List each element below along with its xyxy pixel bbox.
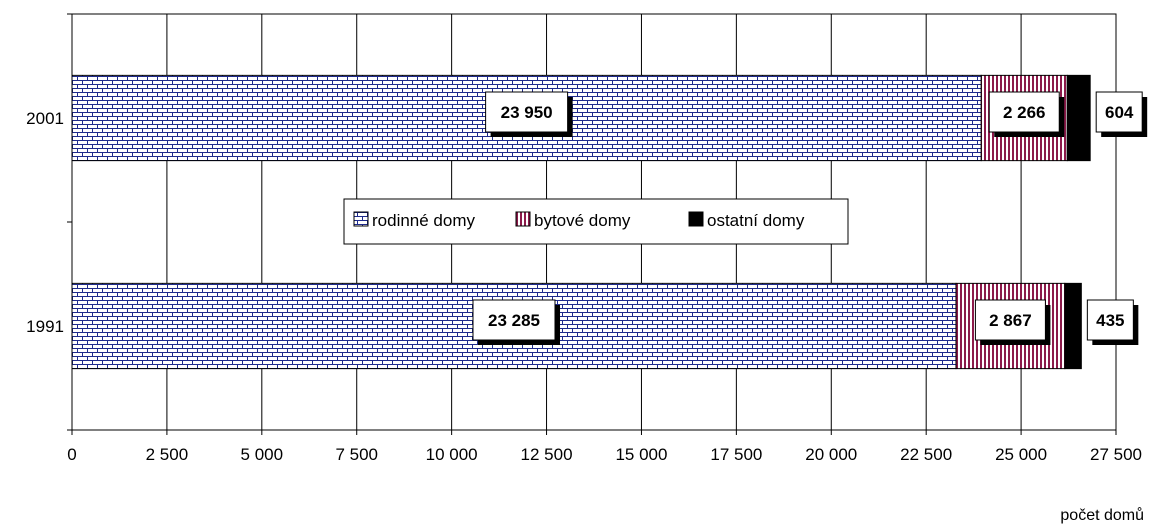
bar-segment <box>1066 74 1091 162</box>
x-tick-label: 15 000 <box>615 445 667 464</box>
data-label-box <box>485 91 569 133</box>
x-tick-label: 0 <box>67 445 76 464</box>
x-tick-label: 22 500 <box>900 445 952 464</box>
legend-swatch-ostatni <box>688 211 704 227</box>
legend-swatch-rodinne <box>353 211 369 227</box>
x-tick-label: 10 000 <box>426 445 478 464</box>
bars <box>71 74 1091 370</box>
data-label-box <box>1095 91 1143 133</box>
data-label: 23 950 <box>501 103 553 122</box>
x-axis-label: počet domů <box>1060 506 1144 524</box>
category-label: 2001 <box>26 109 64 128</box>
x-tick-label: 25 000 <box>995 445 1047 464</box>
data-label-box <box>1086 299 1134 341</box>
data-label: 2 266 <box>1003 103 1046 122</box>
data-label: 604 <box>1105 103 1134 122</box>
legend-swatch-bytove <box>515 211 531 227</box>
x-tick-label: 12 500 <box>521 445 573 464</box>
x-tick-label: 7 500 <box>335 445 378 464</box>
legend-label-bytove: bytové domy <box>534 211 631 230</box>
x-tick-label: 27 500 <box>1090 445 1142 464</box>
data-label-box <box>988 91 1060 133</box>
data-labels: 23 950 2 266 604 23 285 2 867 435 <box>472 91 1148 345</box>
legend-box <box>343 198 849 245</box>
legend: rodinné domy bytové domy ostatní domy <box>343 198 849 245</box>
bar-segment <box>1064 282 1082 370</box>
data-label-box <box>974 299 1046 341</box>
x-tick-label: 20 000 <box>805 445 857 464</box>
data-label: 435 <box>1096 311 1124 330</box>
x-tick-label: 5 000 <box>241 445 284 464</box>
data-label: 2 867 <box>989 311 1032 330</box>
x-tick-label: 2 500 <box>146 445 189 464</box>
x-tick-labels: 0 2 500 5 000 7 500 10 000 12 500 15 000 17 500… <box>67 445 1142 464</box>
data-label: 23 285 <box>488 311 540 330</box>
legend-label-ostatni: ostatní domy <box>707 211 805 230</box>
category-labels: 2001 1991 <box>26 109 64 336</box>
data-label-box <box>472 299 556 341</box>
axes <box>67 13 1117 435</box>
x-tick-label: 17 500 <box>710 445 762 464</box>
legend-label-rodinne: rodinné domy <box>372 211 476 230</box>
category-label: 1991 <box>26 317 64 336</box>
